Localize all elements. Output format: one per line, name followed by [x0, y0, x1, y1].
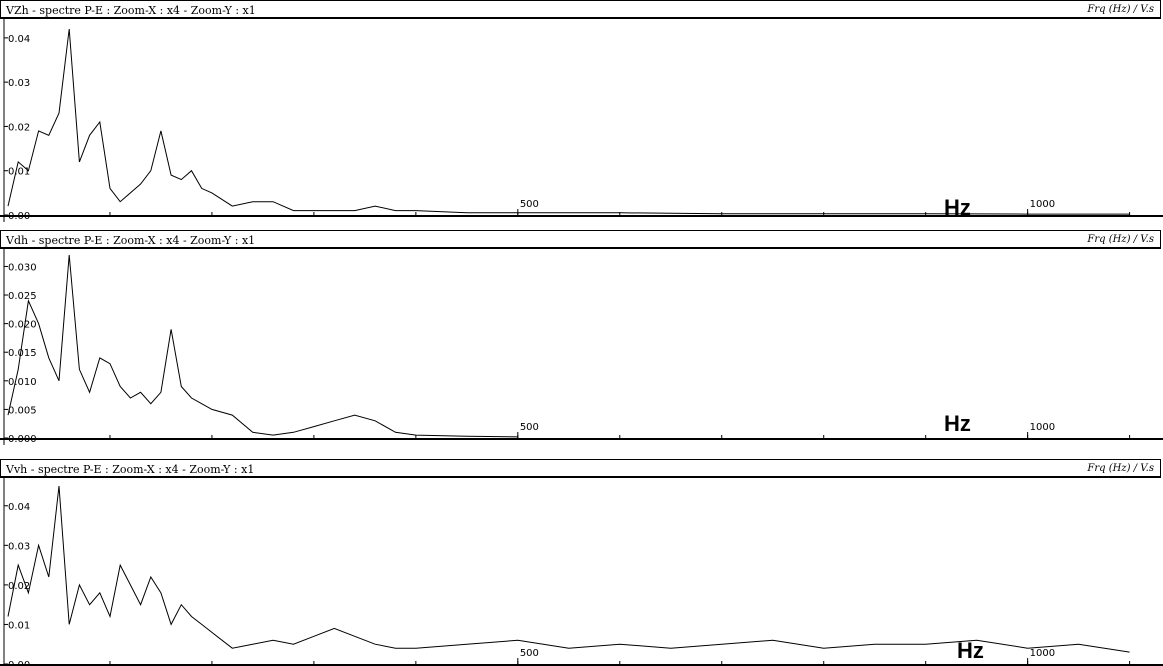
- panel-header: VZh - spectre P-E : Zoom-X : x4 - Zoom-Y…: [0, 0, 1161, 19]
- y-tick-label: 0.00: [8, 660, 30, 666]
- hz-axis-label: Hz: [944, 195, 971, 220]
- x-tick-label: 1000: [1030, 648, 1055, 659]
- hz-axis-label: Hz: [944, 411, 971, 436]
- y-tick-label: 0.02: [8, 122, 30, 133]
- spectrum-trace: [7, 28, 1130, 215]
- spectrum-plot-vdh: 0.000 0.005 0.010 0.015 0.020 0.025 0.030 500 10…: [0, 249, 1163, 445]
- y-tick-label: 0.015: [8, 348, 37, 359]
- spectrum-trace: [7, 485, 1130, 653]
- y-tick-label: 0.000: [8, 434, 37, 445]
- chart-svg: 0.00 0.01 0.02 0.03 0.04 500 1000 Hz: [0, 19, 1163, 222]
- chart-svg: 0.000 0.005 0.010 0.015 0.020 0.025 0.030 500 10…: [0, 249, 1163, 445]
- y-tick-label: 0.04: [8, 34, 30, 45]
- y-tick-label: 0.00: [8, 211, 30, 222]
- chart-svg: 0.00 0.01 0.02 0.03 0.04 500 1000 Hz: [0, 478, 1163, 666]
- panel-header: Vdh - spectre P-E : Zoom-X : x4 - Zoom-Y…: [0, 230, 1161, 249]
- panel-title: Vvh - spectre P-E : Zoom-X : x4 - Zoom-Y…: [6, 463, 255, 476]
- spectrum-plot-vvh: 0.00 0.01 0.02 0.03 0.04 500 1000 Hz: [0, 478, 1163, 666]
- y-tick-label: 0.03: [8, 541, 30, 552]
- y-tick-label: 0.01: [8, 620, 30, 631]
- y-tick-label: 0.020: [8, 320, 37, 331]
- spectrum-trace: [7, 254, 518, 438]
- spectrum-plot-vzh: 0.00 0.01 0.02 0.03 0.04 500 1000 Hz: [0, 19, 1163, 222]
- panel-title: Vdh - spectre P-E : Zoom-X : x4 - Zoom-Y…: [6, 234, 256, 247]
- panel-title: VZh - spectre P-E : Zoom-X : x4 - Zoom-Y…: [6, 4, 256, 17]
- y-tick-label: 0.005: [8, 405, 37, 416]
- panel-units: Frq (Hz) / V.s: [1087, 234, 1154, 245]
- y-tick-label: 0.030: [8, 262, 37, 273]
- y-tick-label: 0.04: [8, 502, 30, 513]
- panel-header: Vvh - spectre P-E : Zoom-X : x4 - Zoom-Y…: [0, 459, 1161, 478]
- hz-axis-label: Hz: [957, 638, 984, 663]
- x-tick-label: 500: [520, 199, 539, 210]
- y-tick-label: 0.03: [8, 78, 30, 89]
- x-tick-label: 500: [520, 648, 539, 659]
- panel-units: Frq (Hz) / V.s: [1087, 463, 1154, 474]
- x-tick-label: 500: [520, 422, 539, 433]
- y-tick-label: 0.025: [8, 291, 37, 302]
- spectrum-panel-vzh: VZh - spectre P-E : Zoom-X : x4 - Zoom-Y…: [0, 0, 1163, 222]
- x-tick-label: 1000: [1030, 422, 1055, 433]
- panel-units: Frq (Hz) / V.s: [1087, 4, 1154, 15]
- y-tick-label: 0.010: [8, 377, 37, 388]
- y-tick-label: 0.01: [8, 167, 30, 178]
- spectrum-panel-vvh: Vvh - spectre P-E : Zoom-X : x4 - Zoom-Y…: [0, 459, 1163, 666]
- spectrum-panel-vdh: Vdh - spectre P-E : Zoom-X : x4 - Zoom-Y…: [0, 230, 1163, 445]
- y-tick-label: 0.02: [8, 581, 30, 592]
- x-tick-label: 1000: [1030, 199, 1055, 210]
